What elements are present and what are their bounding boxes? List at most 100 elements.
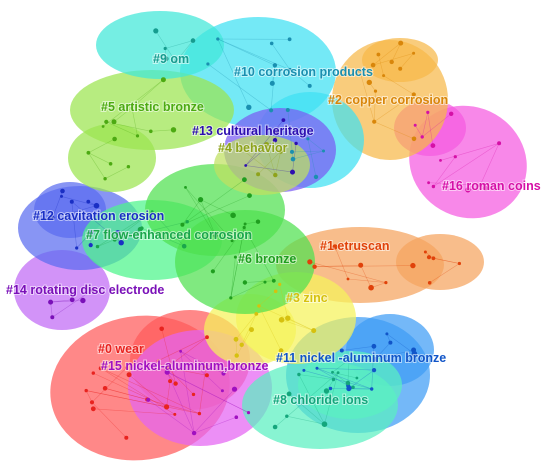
network-node — [370, 62, 376, 68]
network-node — [372, 356, 378, 362]
network-node — [306, 137, 310, 141]
network-link — [105, 388, 200, 414]
network-node — [388, 340, 393, 345]
network-node — [168, 379, 173, 384]
network-link — [372, 42, 401, 66]
network-link — [114, 211, 153, 240]
network-link — [347, 359, 350, 384]
network-link — [314, 264, 361, 267]
network-node — [412, 51, 416, 55]
network-node — [427, 281, 432, 285]
network-link — [207, 63, 272, 111]
network-link — [105, 388, 148, 400]
cluster-region-9 — [96, 11, 224, 79]
network-link — [131, 107, 138, 136]
network-link — [76, 232, 92, 249]
network-node — [205, 335, 209, 340]
network-node — [179, 349, 183, 353]
network-link — [374, 94, 414, 122]
network-node — [234, 415, 239, 420]
network-node — [98, 366, 104, 371]
network-node — [286, 391, 292, 397]
network-node — [288, 67, 292, 72]
network-node — [111, 119, 117, 125]
network-node — [345, 380, 351, 386]
network-link — [258, 291, 276, 307]
network-node — [163, 46, 167, 51]
network-link — [217, 38, 276, 66]
network-node — [290, 156, 296, 162]
cluster-region-2 — [362, 38, 438, 82]
network-link — [104, 166, 129, 179]
network-link — [128, 374, 167, 408]
network-link — [151, 211, 185, 247]
network-link — [316, 367, 349, 386]
network-node — [204, 373, 209, 378]
network-node — [242, 280, 248, 285]
network-link — [185, 187, 216, 236]
cluster-label-9: #9 om — [153, 52, 189, 66]
network-link — [85, 390, 93, 403]
network-node — [230, 239, 234, 243]
network-node — [384, 281, 388, 285]
network-node — [234, 353, 239, 358]
network-link — [292, 150, 324, 160]
network-node — [346, 277, 350, 281]
network-link — [52, 205, 97, 219]
cluster-region-1 — [396, 234, 484, 290]
network-node — [243, 222, 247, 226]
network-link — [158, 336, 208, 361]
network-node — [278, 282, 282, 286]
network-node — [146, 397, 151, 402]
network-link — [50, 300, 83, 303]
network-link — [97, 229, 141, 247]
network-node — [115, 230, 121, 236]
cluster-label-16: #16 roman coins — [442, 179, 541, 193]
network-node — [275, 130, 280, 135]
network-link — [428, 182, 481, 186]
network-node — [465, 187, 471, 193]
network-node — [112, 136, 117, 142]
network-link — [106, 121, 138, 137]
network-link — [102, 79, 164, 127]
network-node — [426, 255, 432, 260]
network-link — [374, 121, 415, 140]
network-link — [429, 263, 460, 284]
network-node — [346, 357, 352, 362]
network-link — [287, 317, 314, 331]
network-link — [245, 165, 293, 173]
cluster-region-4 — [214, 135, 310, 195]
network-nodes — [48, 28, 502, 440]
network-link — [316, 367, 375, 371]
network-node — [278, 317, 285, 323]
network-node — [297, 372, 301, 377]
network-link — [61, 196, 97, 206]
network-link — [50, 299, 73, 303]
network-link — [383, 75, 414, 95]
network-node — [357, 69, 362, 73]
network-node — [213, 233, 218, 239]
network-node — [240, 147, 244, 151]
network-node — [331, 370, 334, 374]
network-node — [256, 172, 261, 177]
network-link — [334, 246, 349, 280]
network-link — [86, 390, 200, 414]
network-node — [332, 244, 338, 250]
network-link — [71, 201, 122, 243]
network-node — [263, 280, 267, 284]
network-node — [351, 385, 355, 389]
network-node — [336, 371, 340, 374]
network-link — [286, 415, 325, 425]
network-node — [278, 348, 284, 353]
network-link — [165, 40, 194, 49]
network-node — [323, 388, 330, 394]
network-link — [100, 368, 200, 414]
cluster-label-11: #11 nickel -aluminum bronze — [276, 351, 446, 365]
cluster-label-10: #10 corrosion products — [234, 65, 373, 79]
network-node — [269, 108, 274, 113]
network-node — [482, 185, 488, 191]
network-node — [231, 386, 238, 392]
network-node — [431, 184, 436, 189]
network-link — [193, 416, 237, 434]
network-node — [89, 230, 94, 235]
